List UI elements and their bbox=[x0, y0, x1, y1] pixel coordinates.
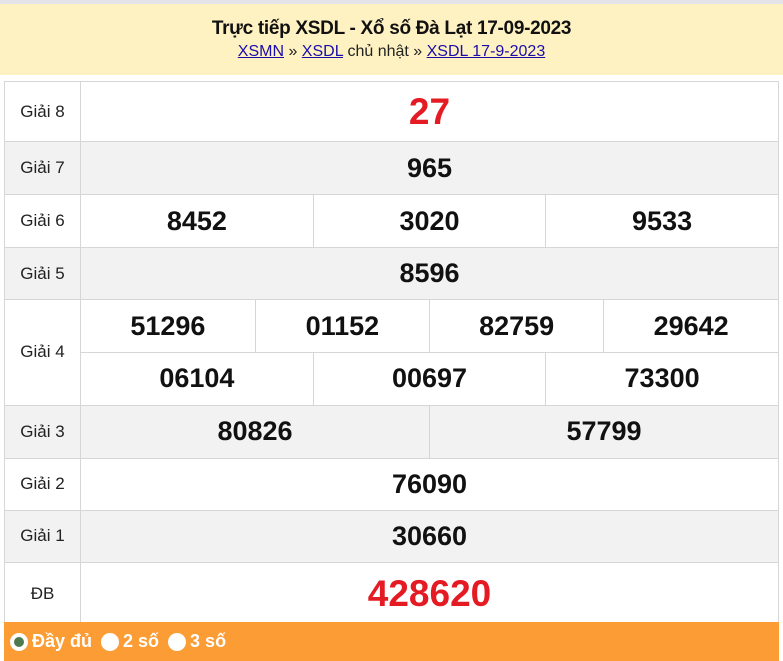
radio-selected-icon[interactable] bbox=[10, 632, 28, 651]
page-title: Trực tiếp XSDL - Xổ số Đà Lạt 17-09-2023 bbox=[211, 18, 572, 39]
prize-row-g1: Giải 1 30660 bbox=[4, 509, 779, 563]
breadcrumb: XSMN » XSDL chủ nhật » XSDL 17-9-2023 bbox=[0, 43, 783, 61]
prize-number: 82759 bbox=[428, 300, 604, 352]
breadcrumb-separator: » bbox=[284, 43, 302, 60]
prize-number: 76090 bbox=[80, 457, 779, 511]
prize-row-g8: Giải 8 27 bbox=[4, 81, 779, 142]
results-header: Trực tiếp XSDL - Xổ số Đà Lạt 17-09-2023… bbox=[0, 4, 783, 75]
prize-number: 3020 bbox=[312, 195, 546, 247]
prize-label: Giải 2 bbox=[4, 457, 81, 511]
prize-label: Giải 6 bbox=[4, 194, 81, 248]
prize-number: 57799 bbox=[429, 405, 778, 458]
radio-icon[interactable] bbox=[101, 632, 120, 651]
prize-label: Giải 5 bbox=[4, 247, 81, 300]
prize-row-g2: Giải 2 76090 bbox=[4, 457, 779, 511]
radio-icon[interactable] bbox=[168, 632, 187, 651]
prize-row-g4: Giải 4 51296 01152 82759 29642 06104 00697 73… bbox=[4, 299, 779, 406]
option-label: Đầy đủ bbox=[32, 631, 93, 651]
prize-number: 27 bbox=[80, 81, 779, 142]
prize-number: 9533 bbox=[545, 195, 778, 247]
display-options-bar: Đầy đủ 2 số 3 số bbox=[4, 622, 779, 661]
prize-number: 30660 bbox=[80, 509, 779, 563]
prize-label: ĐB bbox=[4, 561, 81, 626]
breadcrumb-xsdl-link[interactable]: XSDL bbox=[301, 43, 343, 60]
option-label: 2 số bbox=[123, 631, 160, 651]
prize-number: 965 bbox=[80, 141, 779, 195]
prize-label: Giải 1 bbox=[4, 509, 81, 563]
special-prize-number: 428620 bbox=[80, 561, 779, 626]
prize-label: Giải 4 bbox=[4, 299, 81, 406]
breadcrumb-date-link[interactable]: XSDL 17-9-2023 bbox=[426, 43, 546, 60]
prize-number: 73300 bbox=[545, 352, 778, 405]
option-3-digits[interactable]: 3 số bbox=[168, 631, 226, 652]
prize-row-g6: Giải 6 8452 3020 9533 bbox=[4, 194, 779, 248]
prize-number: 8452 bbox=[166, 205, 227, 236]
option-full[interactable]: Đầy đủ bbox=[10, 631, 92, 652]
results-table: Giải 8 27 Giải 7 965 Giải 6 8452 3020 9533 Gi… bbox=[4, 81, 779, 626]
prize-row-g5: Giải 5 8596 bbox=[4, 247, 779, 300]
option-2-digits[interactable]: 2 số bbox=[101, 631, 159, 652]
prize-number: 06104 bbox=[159, 363, 235, 394]
prize-number: 8596 bbox=[80, 247, 779, 300]
top-strip bbox=[0, 0, 783, 4]
prize-label: Giải 8 bbox=[4, 81, 81, 142]
prize-number: 00697 bbox=[312, 352, 546, 405]
prize-label: Giải 3 bbox=[4, 404, 81, 459]
prize-row-db: ĐB 428620 bbox=[4, 561, 779, 626]
prize-number: 29642 bbox=[603, 300, 778, 352]
prize-number: 01152 bbox=[254, 300, 430, 352]
prize-label: Giải 7 bbox=[4, 141, 81, 195]
prize-row-g3: Giải 3 80826 57799 bbox=[4, 404, 779, 459]
breadcrumb-text: chủ nhật » bbox=[343, 43, 427, 60]
prize-row-g7: Giải 7 965 bbox=[4, 141, 779, 195]
prize-number: 51296 bbox=[130, 310, 206, 341]
prize-number: 80826 bbox=[81, 405, 430, 458]
option-label: 3 số bbox=[190, 631, 227, 651]
breadcrumb-xsmn-link[interactable]: XSMN bbox=[237, 43, 284, 60]
